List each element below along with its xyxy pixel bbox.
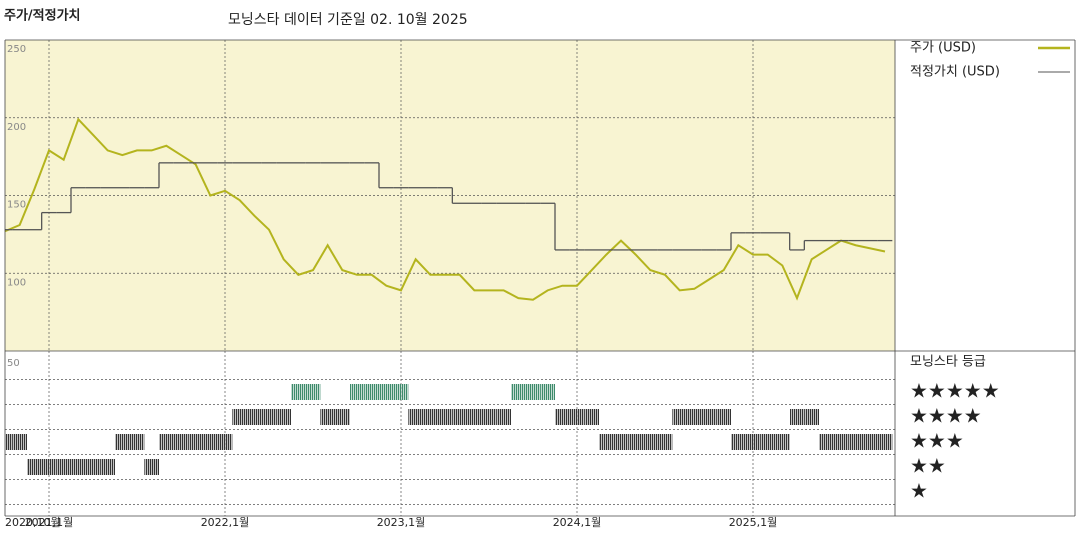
rating-bar	[217, 434, 233, 450]
rating-bar	[525, 384, 541, 400]
rating-bar	[789, 409, 805, 425]
rating-bar	[628, 434, 643, 450]
rating-bar	[452, 409, 467, 425]
rating-bar	[848, 434, 863, 450]
rating-bar	[833, 434, 849, 450]
rating-bar	[305, 384, 321, 400]
rating-bar	[863, 434, 878, 450]
rating-bar	[144, 459, 159, 475]
rating-bar	[173, 434, 189, 450]
x-tick-label: 2021,1월	[25, 516, 74, 529]
rating-bar	[540, 384, 555, 400]
rating-title: 모닝스타 등급	[910, 355, 986, 370]
star-label: ★★★★	[910, 404, 982, 428]
rating-bar	[71, 459, 86, 475]
rating-bar	[701, 409, 717, 425]
rating-bar	[5, 434, 13, 450]
rating-bar	[496, 409, 511, 425]
rating-bar	[276, 409, 291, 425]
rating-bar	[261, 409, 277, 425]
rating-bar	[188, 434, 203, 450]
y-tick-label: 200	[7, 122, 26, 133]
legend-label: 적정가치 (USD)	[910, 65, 1000, 80]
rating-bar	[672, 409, 687, 425]
rating-corner-label: 50	[7, 358, 20, 369]
rating-bar	[27, 459, 42, 475]
rating-bar	[408, 409, 423, 425]
rating-bar	[569, 409, 585, 425]
rating-bar	[349, 384, 365, 400]
rating-bar	[41, 459, 57, 475]
rating-bar	[100, 459, 115, 475]
x-tick-label: 2025,1월	[729, 516, 778, 529]
chart-title: 주가/적정가치	[4, 8, 81, 24]
rating-bar	[437, 409, 453, 425]
star-label: ★	[910, 479, 928, 503]
rating-bar	[687, 409, 702, 425]
rating-bar	[232, 409, 247, 425]
rating-bar	[643, 434, 658, 450]
rating-bar	[203, 434, 218, 450]
rating-bar	[159, 434, 174, 450]
x-tick-label: 2023,1월	[377, 516, 426, 529]
rating-bar	[804, 409, 819, 425]
x-tick-label: 2022,1월	[201, 516, 250, 529]
rating-bar	[247, 409, 262, 425]
rating-bar	[819, 434, 834, 450]
rating-bar	[745, 434, 761, 450]
price-line	[4, 117, 886, 301]
rating-bar	[335, 409, 350, 425]
rating-bar	[85, 459, 101, 475]
rating-bar	[129, 434, 145, 450]
y-tick-label: 150	[7, 200, 26, 211]
rating-bar	[511, 384, 526, 400]
rating-bar	[613, 434, 629, 450]
rating-bar	[555, 409, 570, 425]
rating-bar	[877, 434, 893, 450]
y-tick-label: 250	[7, 44, 26, 55]
legend-label: 주가 (USD)	[910, 41, 976, 56]
y-tick-label: 100	[7, 277, 26, 288]
rating-bar	[56, 459, 71, 475]
x-tick-label: 2020,10월	[5, 516, 61, 529]
rating-bar	[364, 384, 379, 400]
rating-bar	[12, 434, 27, 450]
rating-bar	[760, 434, 775, 450]
rating-bar	[320, 409, 335, 425]
x-tick-label: 2024,1월	[553, 516, 602, 529]
rating-bar	[731, 434, 746, 450]
rating-bar	[481, 409, 497, 425]
rating-bar	[379, 384, 394, 400]
star-label: ★★	[910, 454, 946, 478]
rating-bar	[115, 434, 130, 450]
rating-bar	[775, 434, 790, 450]
rating-bar	[657, 434, 673, 450]
rating-bar	[599, 434, 614, 450]
rating-bar	[393, 384, 409, 400]
rating-bar	[467, 409, 482, 425]
chart-subtitle: 모닝스타 데이터 기준일 02. 10월 2025	[228, 12, 468, 28]
rating-bar	[716, 409, 731, 425]
star-label: ★★★★★	[910, 379, 1000, 403]
star-label: ★★★	[910, 429, 964, 453]
rating-bar	[291, 384, 306, 400]
rating-bar	[584, 409, 599, 425]
rating-bar	[423, 409, 438, 425]
